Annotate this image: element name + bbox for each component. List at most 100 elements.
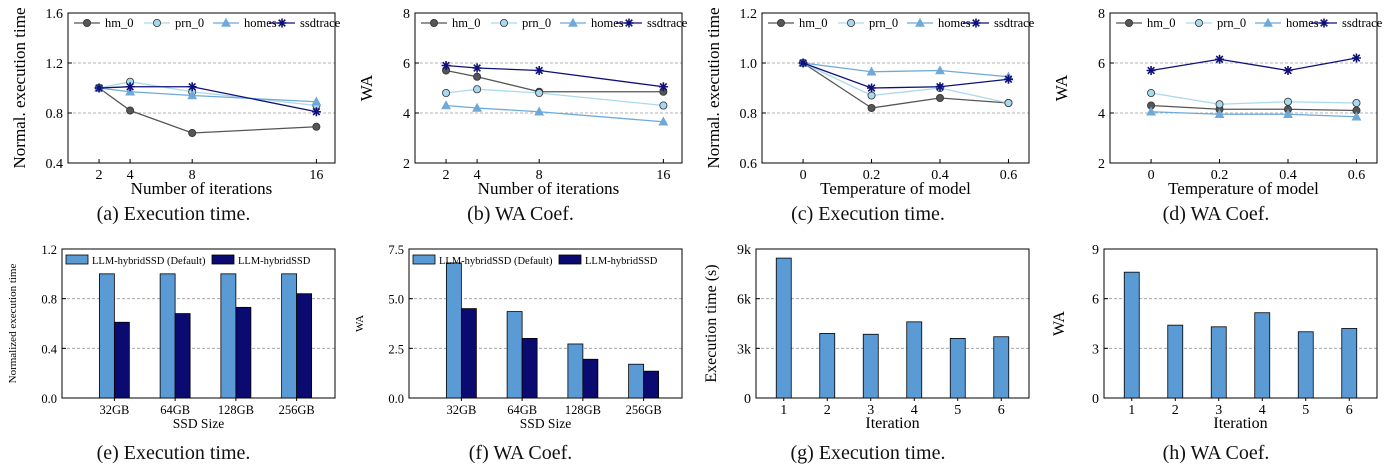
ytick-label-a-3: 1.6 xyxy=(46,7,64,22)
point-d-homes-1 xyxy=(1214,109,1225,118)
point-d-ssdtrace-2 xyxy=(1283,66,1293,75)
xtick-label-h-1: 2 xyxy=(1172,403,1179,418)
ytick-label-e-0: 0.0 xyxy=(41,392,57,406)
xaxis-label-d: Temperature of model xyxy=(1168,179,1319,198)
point-d-homes-2 xyxy=(1283,109,1293,118)
point-b-ssdtrace-0 xyxy=(441,61,451,70)
xtick-label-h-3: 4 xyxy=(1259,403,1266,418)
bar-f-s1-3 xyxy=(643,370,660,399)
xtick-label-d-1: 0.2 xyxy=(1211,168,1229,183)
xtick-label-h-0: 1 xyxy=(1128,403,1135,418)
ytick-label-e-2: 0.8 xyxy=(41,293,57,307)
chart-b-svg: 2 4 6 8 2 4 8 16 Number of iterations WA hm_0 prn_0… xyxy=(357,7,688,198)
xtick-label-d-3: 0.6 xyxy=(1348,168,1366,183)
xtick-label-e-3: 256GB xyxy=(279,403,315,417)
series-line-c-homes xyxy=(802,62,1009,78)
ytick-label-f-3: 7.5 xyxy=(388,243,404,257)
xaxis-label-b: Number of iterations xyxy=(478,179,620,198)
legend-label-c-homes: homes xyxy=(938,16,971,30)
xtick-label-g-4: 5 xyxy=(954,403,961,418)
xtick-label-a-0: 2 xyxy=(96,168,103,183)
point-c-homes-1 xyxy=(866,66,877,76)
legend-swatch-f-s0 xyxy=(412,254,436,265)
legend-label-d-prn_0: prn_0 xyxy=(1217,16,1246,30)
point-a-ssdtrace-3 xyxy=(311,107,321,117)
legend-label-d-ssdtrace: ssdtrace xyxy=(1342,16,1383,30)
bar-g-s0-0 xyxy=(775,257,792,399)
legend-swatch-e-s0 xyxy=(65,254,89,265)
legend-label-e-s1: LLM-hybridSSD xyxy=(238,256,311,267)
legend-swatch-e-s1 xyxy=(211,254,235,265)
bar-e-s0-2 xyxy=(220,273,237,399)
ytick-label-a-1: 0.8 xyxy=(46,107,64,122)
legend-label-a-prn_0: prn_0 xyxy=(175,16,204,30)
plot-frame-a xyxy=(67,12,336,164)
legend-marker-c-hm_0 xyxy=(777,18,786,27)
xtick-label-b-3: 16 xyxy=(656,168,670,183)
series-line-b-hm_0 xyxy=(445,69,664,93)
series-line-b-ssdtrace xyxy=(445,64,664,88)
ytick-label-f-1: 2.5 xyxy=(388,342,404,356)
yaxis-label-g: Execution time (s) xyxy=(703,264,720,382)
point-c-hm_0-2 xyxy=(935,94,944,103)
bar-h-s0-2 xyxy=(1210,326,1227,399)
point-d-prn_0-0 xyxy=(1147,89,1156,98)
bar-h-s0-5 xyxy=(1341,328,1358,399)
ytick-label-c-2: 1.0 xyxy=(740,57,758,72)
xtick-label-f-2: 128GB xyxy=(565,403,601,417)
xtick-label-a-2: 8 xyxy=(189,168,196,183)
series-line-d-homes xyxy=(1151,111,1357,118)
legend-marker-d-homes xyxy=(1263,17,1273,27)
point-c-ssdtrace-1 xyxy=(867,83,877,93)
xaxis-label-f: SSD Size xyxy=(520,416,571,431)
yaxis-label-f: WA xyxy=(354,315,366,332)
xtick-label-c-2: 0.4 xyxy=(931,168,949,183)
bar-e-s1-1 xyxy=(174,313,191,399)
legend-label-d-homes: homes xyxy=(1286,16,1319,30)
yaxis-label-e: Normalized execution time xyxy=(7,264,19,384)
bar-f-s1-1 xyxy=(521,338,538,399)
yaxis-label-h: WA xyxy=(1051,311,1068,336)
point-d-prn_0-3 xyxy=(1352,99,1361,108)
chart-panel-h: 0 3 6 9 1 2 3 4 5 6 Iteration WA (h) WA Coef. xyxy=(1042,236,1390,471)
xtick-label-g-3: 4 xyxy=(911,403,918,418)
xtick-label-e-0: 32GB xyxy=(99,403,129,417)
bar-e-s1-0 xyxy=(113,321,130,399)
xtick-label-c-3: 0.6 xyxy=(1000,168,1018,183)
xtick-label-b-1: 4 xyxy=(474,168,481,183)
series-line-c-hm_0 xyxy=(802,62,1009,109)
ytick-label-c-1: 0.8 xyxy=(740,107,758,122)
legend-label-c-prn_0: prn_0 xyxy=(869,16,898,30)
xaxis-label-c: Temperature of model xyxy=(820,179,971,198)
legend-marker-d-hm_0 xyxy=(1125,18,1134,27)
point-d-homes-0 xyxy=(1146,106,1156,116)
legend-marker-c-homes xyxy=(915,17,925,27)
bar-g-s0-1 xyxy=(819,333,836,399)
caption-b: (b) WA Coef. xyxy=(467,203,574,225)
chart-panel-a: 0.4 0.8 1.2 1.6 2 4 8 16 Number of iterations Nor… xyxy=(0,0,347,235)
xtick-label-g-5: 6 xyxy=(998,403,1005,418)
point-c-prn_0-1 xyxy=(867,91,876,100)
point-a-homes-3 xyxy=(311,96,322,106)
legend-label-b-prn_0: prn_0 xyxy=(522,16,551,30)
bar-h-s0-3 xyxy=(1254,312,1271,399)
chart-panel-c: 0.6 0.8 1.0 1.2 0 0.2 0.4 0.6 Temperature of mod… xyxy=(694,0,1042,235)
xtick-label-a-1: 4 xyxy=(127,168,134,183)
plot-frame-b xyxy=(414,12,683,164)
caption-f: (f) WA Coef. xyxy=(468,442,573,464)
plot-frame-c xyxy=(761,12,1030,164)
point-a-ssdtrace-0 xyxy=(94,83,104,93)
ytick-label-d-1: 4 xyxy=(1098,107,1105,122)
bar-h-s0-4 xyxy=(1297,331,1314,399)
bar-f-s1-2 xyxy=(582,358,599,399)
caption-g: (g) Execution time. xyxy=(790,442,946,464)
chart-panel-e: 0.0 0.4 0.8 1.2 32GB 64GB 128GB 256GB SSD Size No… xyxy=(0,236,347,471)
plot-frame-f xyxy=(408,248,683,399)
bar-g-s0-4 xyxy=(949,338,966,399)
ytick-label-g-3: 9k xyxy=(737,243,751,258)
point-d-ssdtrace-3 xyxy=(1351,53,1361,63)
caption-h: (h) WA Coef. xyxy=(1162,442,1270,464)
point-b-homes-1 xyxy=(472,102,483,112)
legend-marker-d-prn_0 xyxy=(1194,18,1203,27)
bar-f-s1-0 xyxy=(460,308,477,399)
